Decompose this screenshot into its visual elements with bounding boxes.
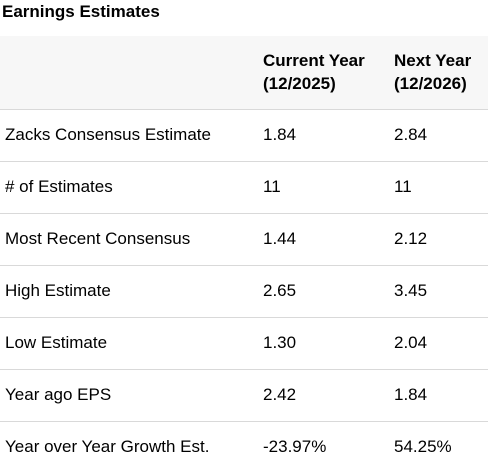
header-next-year: Next Year (12/2026) xyxy=(389,36,488,109)
row-label: Year over Year Growth Est. xyxy=(5,437,210,457)
table-row: High Estimate 2.65 3.45 xyxy=(0,265,488,317)
table-header-row: Current Year (12/2025) Next Year (12/202… xyxy=(0,36,488,109)
earnings-estimates-table: Current Year (12/2025) Next Year (12/202… xyxy=(0,36,488,473)
row-current-value: 1.30 xyxy=(263,333,297,352)
table-row: # of Estimates 11 11 xyxy=(0,161,488,213)
row-label: High Estimate xyxy=(5,281,111,300)
row-next-value: 54.25% xyxy=(394,437,452,457)
row-label: Year ago EPS xyxy=(5,385,112,404)
row-label: Low Estimate xyxy=(5,333,108,352)
row-current-value: 2.65 xyxy=(263,281,297,300)
header-next-year-period: (12/2026) xyxy=(394,74,467,94)
row-current-value: 2.42 xyxy=(263,385,297,404)
table-row: Most Recent Consensus 1.44 2.12 xyxy=(0,213,488,265)
row-label: Zacks Consensus Estimate xyxy=(5,125,211,144)
row-next-value: 2.04 xyxy=(394,333,428,352)
row-label: # of Estimates xyxy=(5,177,113,196)
table-row: Low Estimate 1.30 2.04 xyxy=(0,317,488,369)
table-row: Zacks Consensus Estimate 1.84 2.84 xyxy=(0,109,488,161)
row-next-value: 2.84 xyxy=(394,125,428,144)
row-current-value: 11 xyxy=(263,177,281,196)
header-metric xyxy=(0,36,258,109)
row-next-value: 2.12 xyxy=(394,229,428,248)
row-current-value: 1.84 xyxy=(263,125,297,144)
header-current-year-label: Current Year xyxy=(263,51,365,71)
table-row: Year ago EPS 2.42 1.84 xyxy=(0,369,488,421)
table-row: Year over Year Growth Est. -23.97% 54.25… xyxy=(0,421,488,473)
row-next-value: 3.45 xyxy=(394,281,428,300)
header-current-year-period: (12/2025) xyxy=(263,74,336,94)
header-next-year-label: Next Year xyxy=(394,51,472,71)
row-next-value: 1.84 xyxy=(394,385,428,404)
header-current-year: Current Year (12/2025) xyxy=(258,36,389,109)
section-title: Earnings Estimates xyxy=(2,2,160,21)
row-current-value: 1.44 xyxy=(263,229,297,248)
row-current-value: -23.97% xyxy=(263,437,327,457)
row-next-value: 11 xyxy=(394,177,412,196)
row-label: Most Recent Consensus xyxy=(5,229,191,248)
